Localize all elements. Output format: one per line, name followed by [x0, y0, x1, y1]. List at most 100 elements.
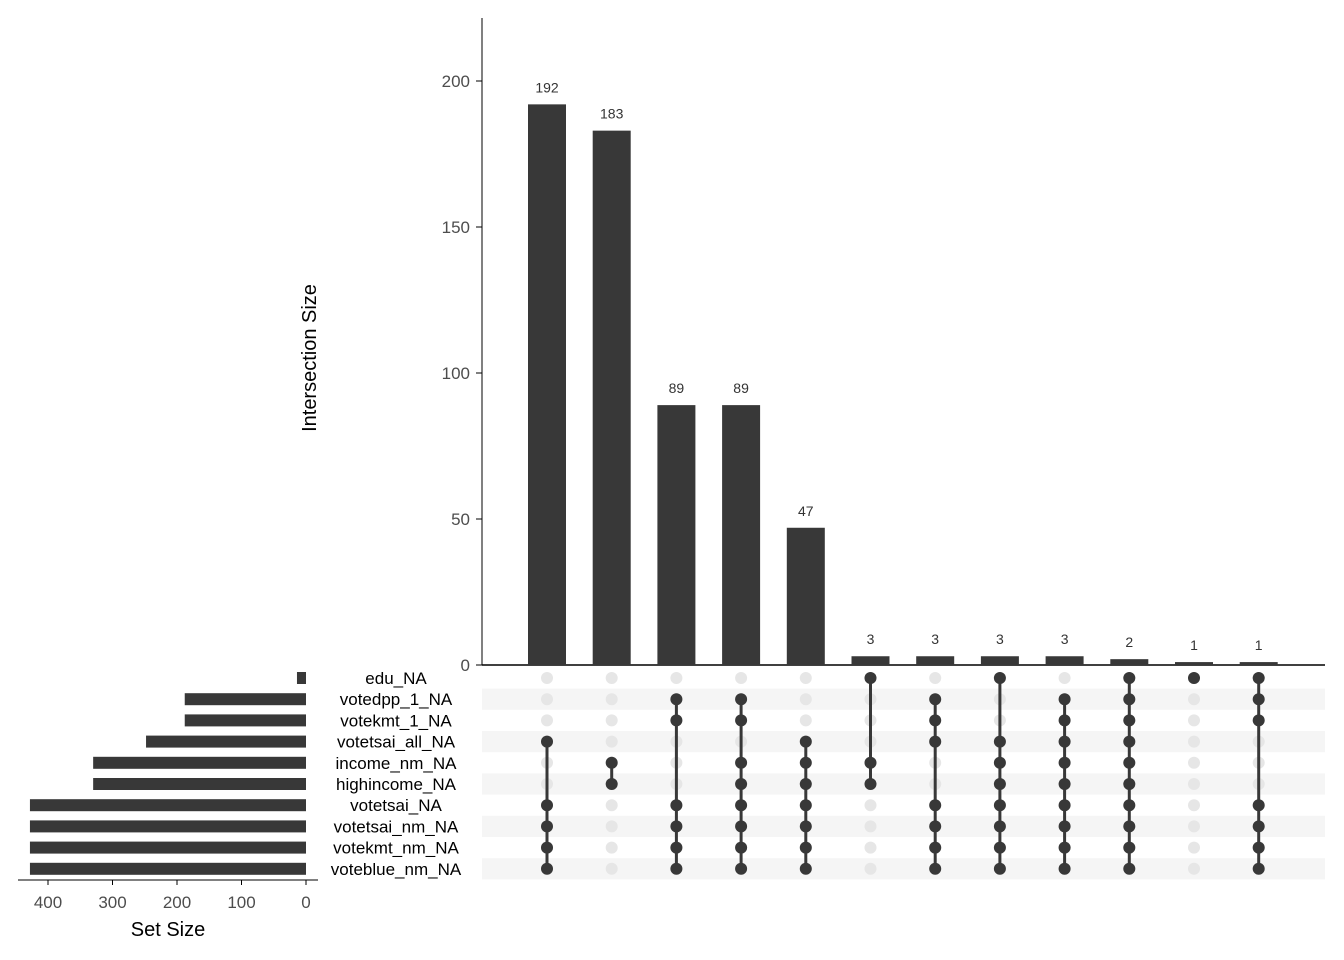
matrix-dot-active-3-6: [735, 799, 748, 812]
set-label-6: votetsai_NA: [350, 796, 442, 815]
matrix-dot-inactive-10-9: [1188, 862, 1200, 875]
set-axis-tick-label-2: 200: [163, 893, 191, 912]
set-name-labels: edu_NA votedpp_1_NA votekmt_1_NA votetsai_a…: [331, 669, 462, 879]
set-axis-tick-label-3: 100: [227, 893, 255, 912]
matrix-stripes: [482, 688, 1325, 880]
matrix-dot-inactive-5-6: [864, 799, 877, 812]
matrix-stripe-3: [482, 731, 1325, 753]
matrix-dot-active-11-6: [1252, 799, 1265, 812]
matrix-dot-active-11-0: [1252, 672, 1265, 684]
matrix-dot-active-9-4: [1123, 756, 1136, 769]
intersection-bar-7: [980, 656, 1019, 665]
matrix-dot-inactive-5-7: [864, 820, 877, 833]
matrix-dot-active-5-4: [864, 756, 877, 769]
matrix-dot-inactive-0-0: [541, 672, 553, 684]
matrix-dot-active-4-3: [799, 735, 812, 748]
matrix-dot-active-9-3: [1123, 735, 1136, 748]
matrix-dot-active-8-1: [1058, 693, 1071, 706]
matrix-dot-inactive-1-6: [605, 799, 618, 812]
intersection-bar-labels: 192 183 89 89 47 3 3 3 3 2 1 1: [535, 79, 1262, 653]
set-axis-tick-label-1: 300: [98, 893, 126, 912]
intersection-bar-label-7: 3: [996, 631, 1004, 647]
matrix-dot-active-2-8: [670, 841, 683, 854]
matrix-dot-active-3-1: [735, 693, 748, 706]
matrix-dot-inactive-4-0: [799, 672, 812, 684]
matrix-dot-active-9-5: [1123, 778, 1136, 790]
y-tick-label-3: 150: [442, 218, 470, 237]
matrix-dot-inactive-10-2: [1188, 714, 1200, 727]
matrix-dot-active-8-7: [1058, 820, 1071, 833]
matrix-dot-inactive-10-4: [1188, 756, 1200, 769]
matrix-dot-inactive-1-2: [605, 714, 618, 727]
matrix-dot-inactive-5-8: [864, 841, 877, 854]
intersection-bar-label-10: 1: [1190, 637, 1198, 653]
set-label-1: votedpp_1_NA: [340, 690, 453, 709]
matrix-dot-active-7-8: [993, 841, 1006, 854]
matrix-dot-inactive-10-6: [1188, 799, 1200, 812]
set-axis-tick-label-0: 400: [34, 893, 62, 912]
matrix-dot-active-5-5: [864, 778, 877, 790]
matrix-dot-active-0-7: [541, 820, 553, 833]
matrix-dot-active-2-2: [670, 714, 683, 727]
matrix-dot-inactive-5-9: [864, 862, 877, 875]
set-size-bar-8: [29, 841, 306, 854]
intersection-bar-11: [1239, 662, 1278, 665]
matrix-dot-active-6-6: [929, 799, 942, 812]
y-tick-label-4: 200: [442, 72, 470, 91]
set-label-4: income_nm_NA: [336, 754, 458, 773]
matrix-dot-active-3-4: [735, 756, 748, 769]
matrix-dot-inactive-3-0: [735, 672, 748, 684]
matrix-dot-active-4-6: [799, 799, 812, 812]
intersection-bar-1: [592, 130, 631, 665]
matrix-dot-inactive-4-1: [799, 693, 812, 706]
matrix-dot-active-1-5: [605, 778, 618, 790]
matrix-dot-active-7-4: [993, 756, 1006, 769]
matrix-dot-active-3-7: [735, 820, 748, 833]
intersection-bar-5: [851, 656, 890, 665]
set-label-7: votetsai_nm_NA: [334, 817, 459, 836]
matrix-dot-inactive-1-9: [605, 862, 618, 875]
matrix-dot-active-4-5: [799, 778, 812, 790]
intersection-bar-3: [722, 405, 761, 665]
matrix-dot-active-4-7: [799, 820, 812, 833]
matrix-dot-active-6-2: [929, 714, 942, 727]
set-size-bar-1: [184, 693, 306, 706]
matrix-dot-active-9-8: [1123, 841, 1136, 854]
intersection-bar-label-2: 89: [669, 380, 685, 396]
matrix-dot-active-6-8: [929, 841, 942, 854]
intersection-bar-label-1: 183: [600, 106, 624, 122]
intersection-size-axis-title: Intersection Size: [299, 284, 321, 432]
set-size-bar-6: [29, 799, 306, 812]
set-size-bar-3: [146, 735, 306, 748]
intersection-bar-label-4: 47: [798, 503, 814, 519]
matrix-dot-inactive-1-1: [605, 693, 618, 706]
matrix-dot-active-6-1: [929, 693, 942, 706]
set-label-9: voteblue_nm_NA: [331, 860, 462, 879]
matrix-dot-active-9-0: [1123, 672, 1136, 684]
matrix-dot-active-5-0: [864, 672, 877, 684]
matrix-stripe-7: [482, 815, 1325, 837]
intersection-bar-0: [528, 104, 566, 666]
matrix-dot-active-3-9: [735, 862, 748, 875]
matrix-dot-inactive-0-2: [541, 714, 553, 727]
matrix-dot-inactive-4-2: [799, 714, 812, 727]
matrix-dot-active-7-3: [993, 735, 1006, 748]
matrix-dot-active-2-6: [670, 799, 683, 812]
matrix-dot-active-9-2: [1123, 714, 1136, 727]
matrix-dot-active-8-5: [1058, 778, 1071, 790]
intersection-bar-label-5: 3: [867, 631, 875, 647]
set-size-bar-7: [29, 820, 306, 833]
matrix-dot-active-9-6: [1123, 799, 1136, 812]
matrix-dot-active-2-9: [670, 862, 683, 875]
set-size-bar-4: [93, 756, 307, 769]
matrix-dot-active-0-3: [541, 735, 553, 748]
matrix-dot-inactive-10-8: [1188, 841, 1200, 854]
set-label-0: edu_NA: [365, 669, 427, 688]
matrix-dot-active-4-4: [799, 756, 812, 769]
intersection-bar-6: [916, 656, 955, 665]
matrix-dot-inactive-1-8: [605, 841, 618, 854]
intersection-matrix: [541, 672, 1265, 875]
matrix-dot-inactive-1-7: [605, 820, 618, 833]
matrix-dot-inactive-8-0: [1058, 672, 1071, 684]
matrix-stripe-9: [482, 858, 1325, 880]
